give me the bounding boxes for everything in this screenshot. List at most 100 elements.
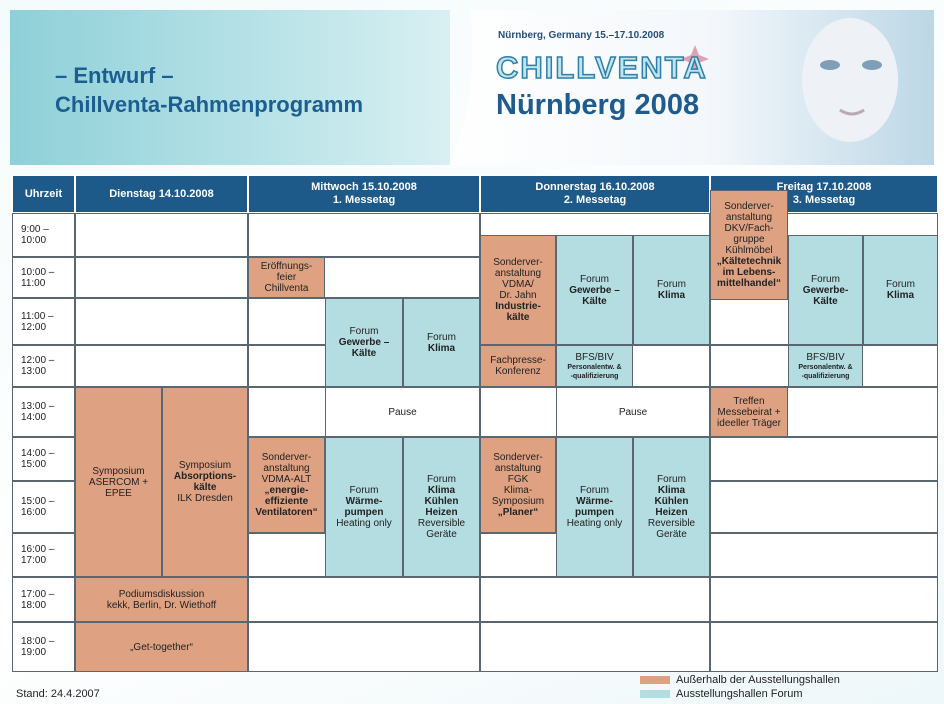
cell-text: Klima xyxy=(427,485,456,496)
event-cell: Sonderver-anstaltung DKV/Fach-gruppe Kühlm… xyxy=(710,190,788,300)
title-line: – Entwurf – xyxy=(55,63,174,88)
event-cell: Forum Klima Kühlen Heizen Reversible Geräte xyxy=(633,437,710,577)
cell-text: Pause xyxy=(388,406,417,418)
legend-item: Außerhalb der Ausstellungshallen xyxy=(640,674,840,686)
cell-text: BFS/BIV xyxy=(806,351,845,363)
cell-text: Kühlen xyxy=(424,496,459,507)
cell-text: effiziente xyxy=(264,496,309,507)
cell-text: Symposium xyxy=(92,465,145,477)
cell-text: Klima xyxy=(657,290,686,301)
event-cell: BFS/BIV Personalentw. & -qualifizierung xyxy=(788,345,863,387)
banner-brand: CHILLVENTA xyxy=(496,50,708,85)
cell-text: Ventilatoren“ xyxy=(255,507,318,518)
empty-cell xyxy=(710,622,938,672)
face xyxy=(802,18,898,142)
cell-text: Sonderver- xyxy=(724,201,774,212)
cell-text: Reversible xyxy=(647,518,696,529)
legend-label: Ausstellungshallen Forum xyxy=(676,688,803,700)
cell-text: Gewerbe- xyxy=(802,284,849,296)
cell-text: Personalentw. & xyxy=(567,363,622,371)
cell-text: anstaltung xyxy=(725,212,773,223)
event-cell: Symposium ASERCOM + EPEE xyxy=(75,387,162,577)
cell-text: ILK Dresden xyxy=(177,493,233,504)
empty-cell xyxy=(480,622,710,672)
cell-text: Forum xyxy=(657,474,686,485)
time-cell: 12:00 – 13:00 xyxy=(12,345,75,387)
time-cell: 18:00 – 19:00 xyxy=(12,622,75,672)
time-cell: 15:00 – 16:00 xyxy=(12,481,75,533)
event-cell: „Get-together“ xyxy=(75,622,248,672)
banner-city: Nürnberg 2008 xyxy=(496,89,699,121)
cell-text: mittelhandel“ xyxy=(717,278,781,289)
cell-text: „energie- xyxy=(264,485,309,496)
cell-text: Kälte xyxy=(582,295,607,307)
event-cell: Forum Wärme-pumpen Heating only xyxy=(325,437,403,577)
time-cell: 16:00 – 17:00 xyxy=(12,533,75,577)
cell-text: Uhrzeit xyxy=(24,187,63,200)
cell-text: 3. Messetag xyxy=(792,194,856,206)
time-cell: 13:00 – 14:00 xyxy=(12,387,75,437)
banner: Nürnberg, Germany 15.–17.10.2008 CHILLVE… xyxy=(450,10,934,165)
cell-text: DKV/Fach- xyxy=(724,223,774,234)
cell-text: anstaltung xyxy=(494,268,542,279)
cell-text: Sonderver- xyxy=(493,452,543,463)
cell-text: Forum xyxy=(811,273,840,285)
event-cell: Pause xyxy=(556,387,710,437)
cell-text: ideeller Träger xyxy=(717,417,781,429)
event-cell: Fachpresse- Konferenz xyxy=(480,345,556,387)
event-cell: Podiumsdiskussion kekk, Berlin, Dr. Wieth… xyxy=(75,577,248,622)
event-cell: Forum Gewerbe – Kälte xyxy=(325,298,403,387)
column-header: Mittwoch 15.10.2008 1. Messetag xyxy=(248,175,480,213)
cell-text: BFS/BIV xyxy=(575,351,614,363)
title-line: Chillventa-Rahmenprogramm xyxy=(55,92,364,117)
cell-text: Heizen xyxy=(425,507,458,518)
cell-text: „Get-together“ xyxy=(130,641,193,653)
cell-text: Kälte xyxy=(813,295,838,307)
cell-text: Wärme- xyxy=(576,496,613,507)
eye xyxy=(820,60,840,70)
cell-text: Absorptions- xyxy=(173,471,237,482)
cell-text: Forum xyxy=(580,485,609,496)
column-header: Uhrzeit xyxy=(12,175,75,213)
legend-item: Ausstellungshallen Forum xyxy=(640,688,803,700)
empty-cell xyxy=(75,257,248,298)
event-cell: Sonderver-anstaltung FGK Klima- Symposium „P… xyxy=(480,437,556,533)
cell-text: Wärme- xyxy=(345,496,383,507)
time-cell: 10:00 – 11:00 xyxy=(12,257,75,298)
cell-text: Klima xyxy=(657,485,686,496)
event-cell: Forum Klima xyxy=(863,235,938,345)
cell-text: im Lebens- xyxy=(722,267,776,278)
cell-text: kekk, Berlin, Dr. Wiethoff xyxy=(106,599,217,611)
cell-text: anstaltung xyxy=(263,463,310,474)
cell-text: Podiumsdiskussion xyxy=(118,588,205,600)
cell-text: VDMA/ xyxy=(502,279,534,290)
cell-text: Forum xyxy=(886,279,915,290)
event-cell: Forum Klima xyxy=(633,235,710,345)
eye xyxy=(862,60,882,70)
cell-text: Sonderver- xyxy=(493,257,543,268)
time-cell: 9:00 – 10:00 xyxy=(12,213,75,257)
cell-text: Geräte xyxy=(426,529,457,540)
event-cell: Forum Gewerbe- Kälte xyxy=(788,235,863,345)
cell-text: Forum xyxy=(349,485,379,496)
cell-text: Klima xyxy=(886,290,915,301)
cell-text: feier xyxy=(276,272,297,283)
cell-text: „Planer“ xyxy=(497,507,539,518)
cell-text: 1. Messetag xyxy=(332,194,396,206)
cell-text: Forum xyxy=(657,279,686,290)
event-cell: BFS/BIV Personalentw. & -qualifizierung xyxy=(556,345,633,387)
mouth xyxy=(839,108,865,116)
cell-text: Symposium xyxy=(491,496,545,507)
empty-cell xyxy=(75,213,248,257)
cell-text: Geräte xyxy=(656,529,687,540)
legend-swatch xyxy=(640,676,670,684)
cell-text: Klima- xyxy=(503,485,533,496)
cell-text: Forum xyxy=(427,331,456,343)
cell-text: Kühlen xyxy=(654,496,689,507)
cell-text: ASERCOM + xyxy=(88,476,149,488)
cell-text: Sonderver- xyxy=(261,452,312,463)
empty-cell xyxy=(75,345,248,387)
cell-text: kälte xyxy=(506,312,530,323)
cell-text: „Kältetechnik xyxy=(716,256,782,267)
